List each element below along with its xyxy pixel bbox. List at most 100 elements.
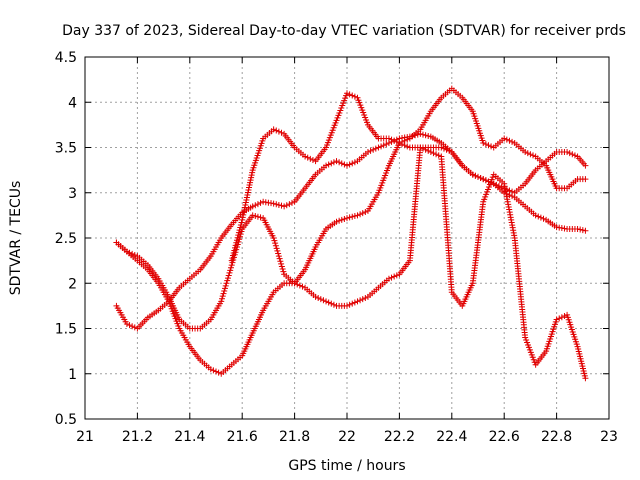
data-point (351, 93, 358, 100)
data-point (582, 375, 589, 382)
data-point (391, 137, 398, 144)
y-tick-label: 4 (68, 95, 77, 111)
data-point (233, 239, 240, 246)
data-point (351, 213, 358, 220)
data-point (388, 274, 395, 281)
data-point (344, 162, 350, 169)
data-point (304, 154, 311, 161)
data-point (279, 266, 286, 273)
data-point (579, 227, 586, 234)
data-point (275, 253, 282, 260)
data-point (375, 144, 382, 151)
data-point (509, 138, 516, 145)
data-point (129, 250, 136, 257)
data-point (131, 251, 138, 258)
data-point (228, 257, 235, 264)
data-point (123, 248, 130, 255)
data-point (254, 201, 261, 208)
data-point (401, 142, 408, 149)
data-point (276, 255, 283, 262)
series-trace-d (228, 90, 589, 382)
data-point (349, 213, 356, 220)
data-point (123, 320, 130, 327)
data-point (230, 249, 237, 256)
data-point (336, 217, 343, 224)
data-point (131, 324, 138, 331)
data-point (333, 158, 340, 165)
data-point (469, 171, 476, 178)
data-point (506, 137, 513, 144)
data-point (219, 293, 226, 300)
data-point (223, 280, 230, 287)
data-point (396, 139, 403, 146)
data-point (278, 263, 285, 270)
data-point (273, 127, 280, 134)
series-trace-c (113, 85, 589, 332)
tick-labels: 21 21.2 21.4 21.6 21.8 22 22.2 22.4 22.6 22.8 230.… (55, 50, 618, 445)
x-tick-label: 21.4 (174, 429, 205, 445)
data-point (227, 264, 234, 271)
data-point (577, 226, 584, 233)
data-point (433, 151, 440, 158)
data-point (230, 252, 237, 259)
data-point (338, 216, 345, 223)
data-point (333, 218, 340, 225)
data-point (362, 294, 369, 301)
x-tick-label: 22.8 (541, 429, 572, 445)
data-point (372, 145, 379, 152)
x-axis-label: GPS time / hours (288, 458, 405, 474)
data-point (582, 176, 589, 183)
data-point (558, 314, 565, 321)
x-tick-label: 21 (76, 429, 94, 445)
x-tick-label: 23 (600, 429, 618, 445)
data-point (346, 161, 353, 168)
data-point (330, 301, 337, 308)
series-trace-b (113, 130, 589, 332)
data-point (524, 150, 531, 157)
data-point (231, 247, 238, 254)
data-point (354, 212, 361, 219)
data-point (272, 242, 279, 249)
data-point (362, 208, 369, 215)
data-point (341, 161, 348, 168)
data-point (419, 131, 426, 138)
data-point (281, 203, 288, 210)
data-point (425, 132, 432, 139)
data-point (399, 141, 406, 148)
data-point (249, 203, 256, 210)
data-point (283, 202, 290, 209)
data-point (561, 313, 568, 320)
data-point (126, 322, 133, 329)
data-point (275, 201, 282, 208)
data-point (218, 298, 225, 305)
data-point (238, 219, 245, 226)
x-tick-label: 22.6 (489, 429, 520, 445)
data-point (472, 172, 479, 179)
data-point (272, 240, 279, 247)
data-point (213, 368, 219, 375)
data-point (330, 159, 337, 166)
data-point (309, 156, 316, 163)
chart-title: Day 337 of 2023, Sidereal Day-to-day VTE… (62, 23, 626, 39)
data-point (215, 369, 222, 376)
data-point (488, 143, 495, 150)
data-point (482, 177, 489, 184)
data-point (278, 202, 285, 209)
data-point (312, 293, 319, 300)
y-axis-label: SDTVAR / TECUs (8, 181, 24, 296)
data-point (224, 275, 231, 282)
data-point (229, 255, 236, 262)
data-point (341, 215, 348, 222)
y-tick-label: 1.5 (55, 322, 77, 338)
data-point (231, 244, 238, 251)
data-point (574, 225, 581, 232)
data-point (299, 283, 306, 290)
data-point (233, 237, 240, 244)
data-point (275, 128, 282, 135)
data-point (480, 176, 487, 183)
x-tick-label: 22.2 (384, 429, 415, 445)
data-point (270, 200, 277, 207)
data-point (325, 161, 332, 168)
data-point (274, 247, 281, 254)
data-point (129, 323, 136, 330)
